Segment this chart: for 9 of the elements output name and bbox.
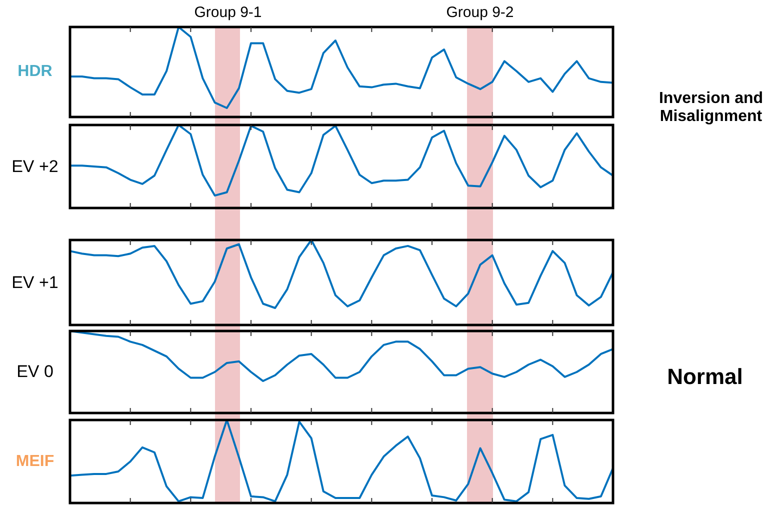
text: Inversion and Misalignment: [658, 90, 764, 126]
y-axis-title: EV +2: [10, 156, 60, 176]
y-axis-title: HDR: [16, 62, 54, 82]
y-axis-title: EV 0: [16, 362, 54, 382]
text: Normal: [666, 364, 744, 390]
text: Group 9-2: [445, 4, 515, 21]
text: Group 9-1: [193, 4, 263, 21]
y-axis-title: EV +1: [10, 272, 60, 292]
y-axis-title: MEIF: [14, 452, 56, 472]
